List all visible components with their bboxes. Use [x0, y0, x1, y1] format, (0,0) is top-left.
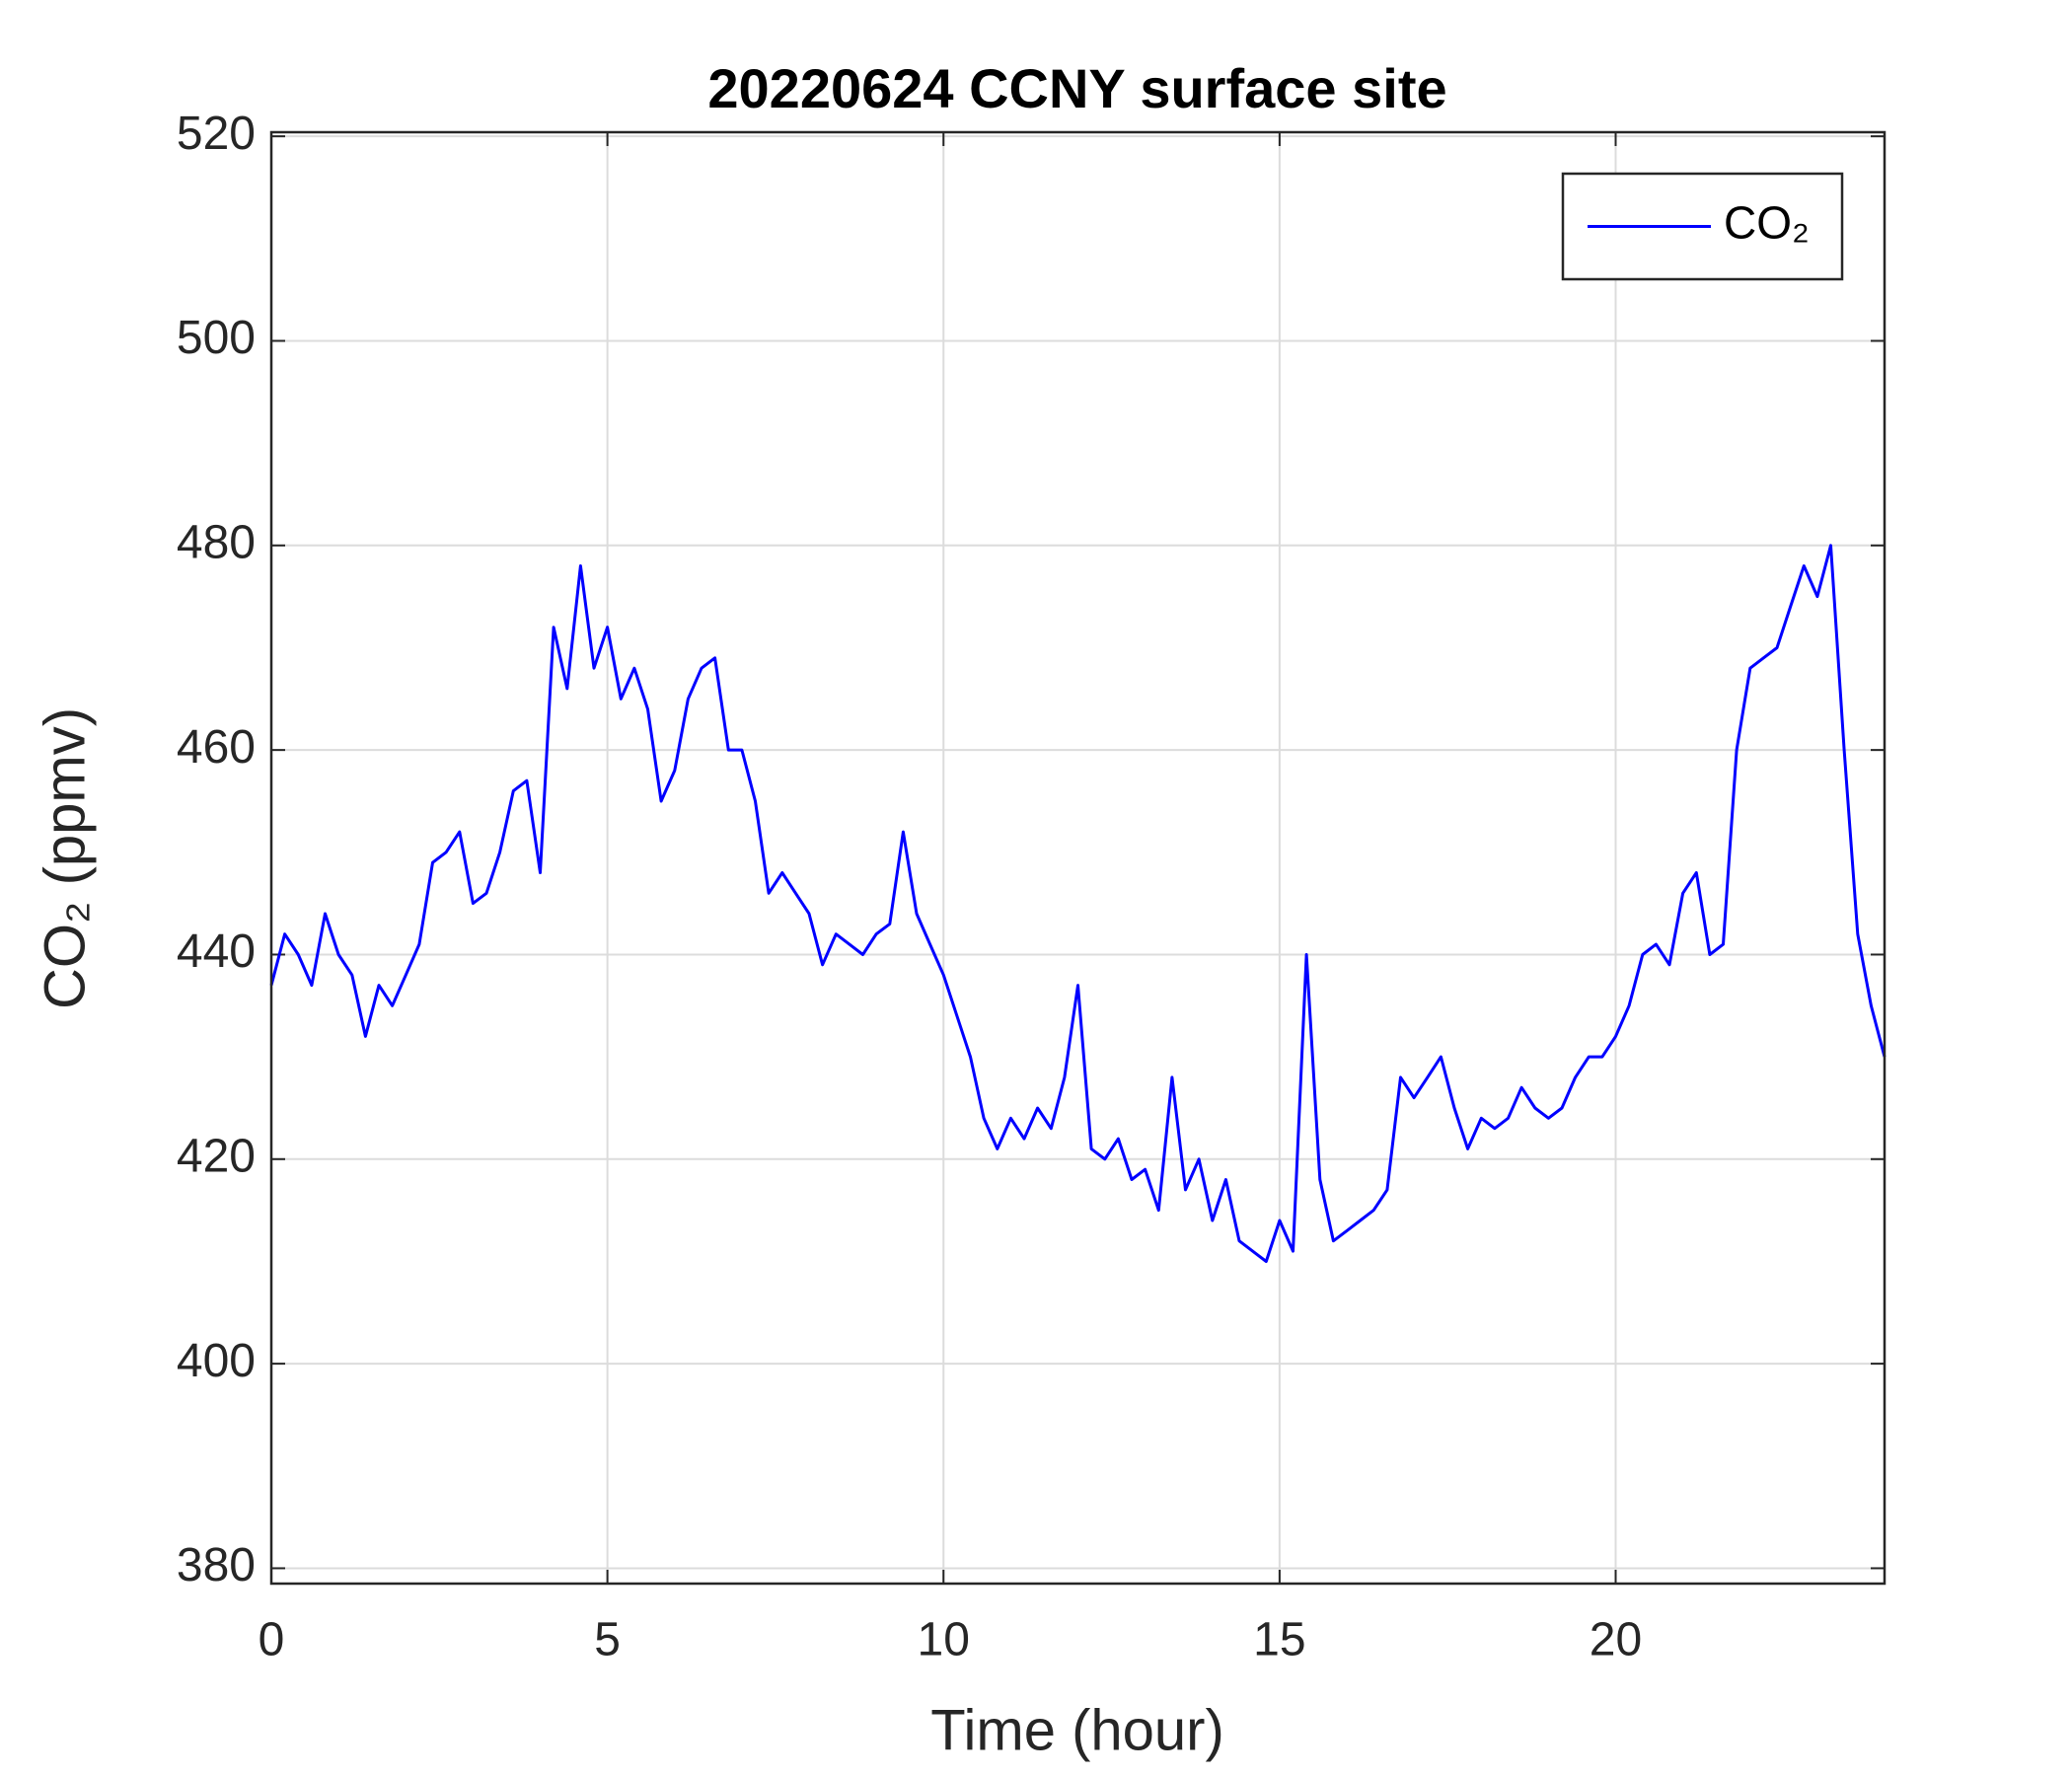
x-tick-label: 5	[594, 1614, 621, 1666]
y-tick-label: 460	[177, 721, 256, 774]
plot-frame	[269, 130, 1887, 1586]
y-tick-label: 500	[177, 312, 256, 364]
y-tick-label: 400	[177, 1335, 256, 1387]
y-axis-label: CO₂ (ppmv)	[33, 707, 97, 1009]
x-tick-label: 0	[259, 1614, 285, 1666]
x-tick-label: 10	[918, 1614, 970, 1666]
y-tick-label: 380	[177, 1539, 256, 1591]
data-line	[269, 544, 1887, 1263]
y-tick-label: 520	[177, 108, 256, 160]
x-tick-label: 15	[1253, 1614, 1305, 1666]
chart-title: 20220624 CCNY surface site	[707, 57, 1446, 119]
y-tick-label: 480	[177, 516, 256, 568]
x-tick-label: 20	[1590, 1614, 1642, 1666]
y-tick-label: 420	[177, 1130, 256, 1182]
y-tick-label: 440	[177, 925, 256, 978]
x-axis-label: Time (hour)	[930, 1698, 1224, 1762]
legend-label: CO₂	[1724, 197, 1810, 249]
